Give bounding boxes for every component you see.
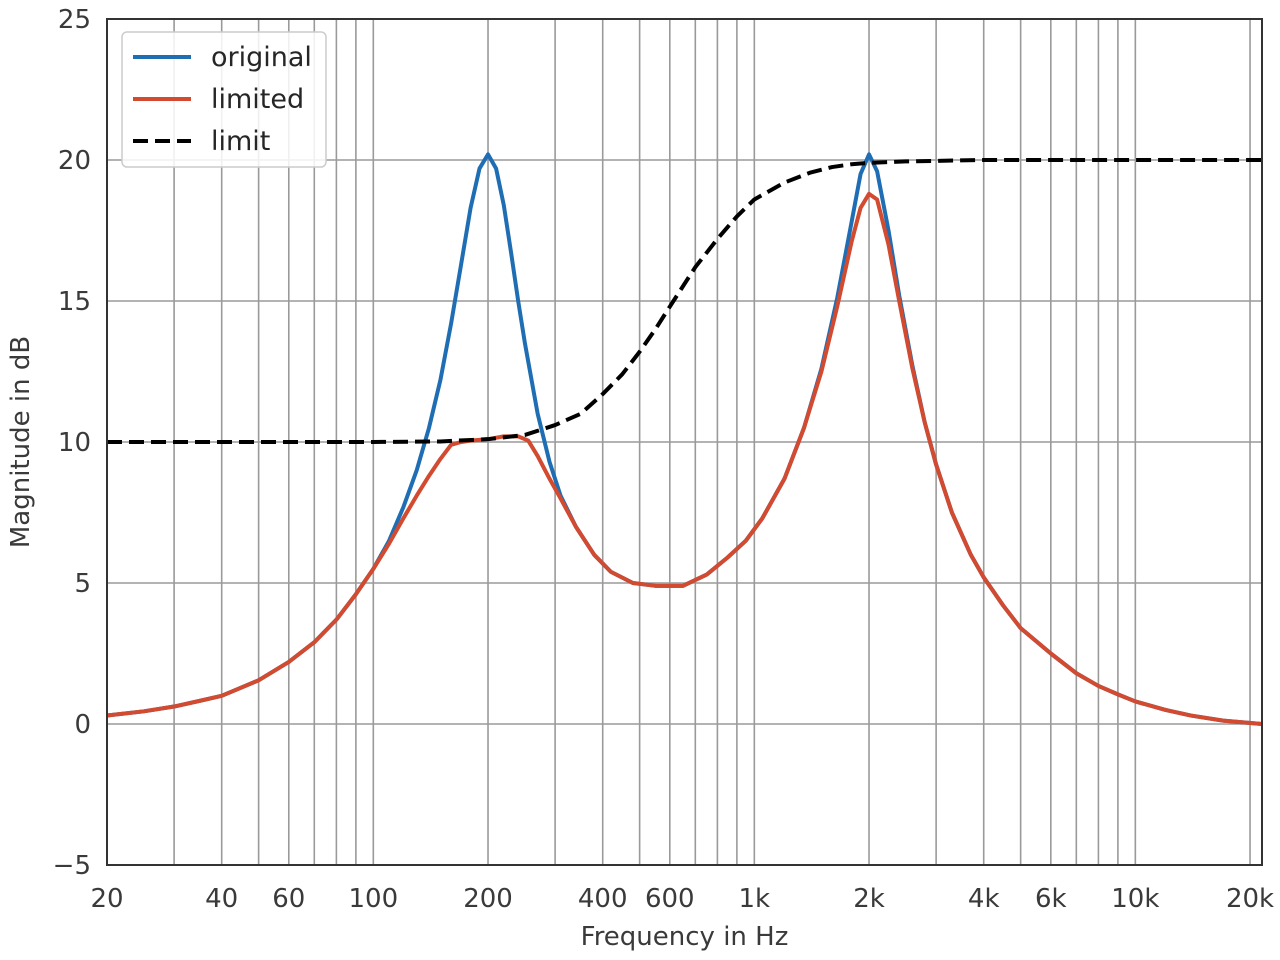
- legend: original limited limit: [121, 31, 327, 168]
- legend-label-limited: limited: [211, 84, 304, 115]
- x-tick-label: 400: [578, 884, 628, 914]
- y-tick-label: 10: [58, 428, 91, 458]
- x-tick-label: 10k: [1111, 884, 1159, 914]
- x-tick-label: 60: [272, 884, 305, 914]
- x-tick-label: 1k: [739, 884, 771, 914]
- y-tick-label: 20: [58, 146, 91, 176]
- x-tick-label: 4k: [968, 884, 1000, 914]
- x-tick-label: 600: [645, 884, 695, 914]
- legend-label-original: original: [211, 42, 312, 73]
- series-line-original: [106, 152, 1263, 726]
- grid: [107, 19, 1262, 865]
- x-tick-label: 6k: [1035, 884, 1067, 914]
- x-tick-label: 20: [90, 884, 123, 914]
- y-tick-labels: −5 0 5 10 15 20 25: [53, 5, 91, 881]
- series-line-limit: [107, 158, 1262, 444]
- y-tick-label: 0: [74, 710, 91, 740]
- y-axis-label: Magnitude in dB: [6, 336, 36, 548]
- y-tick-label: 25: [58, 5, 91, 35]
- y-tick-label: −5: [53, 851, 91, 881]
- x-axis-label: Frequency in Hz: [581, 922, 789, 952]
- x-tick-labels: 20 40 60 100 200 400 600 1k 2k 4k 6k 10k 20k: [90, 884, 1274, 914]
- x-tick-label: 40: [205, 884, 238, 914]
- x-tick-label: 2k: [853, 884, 885, 914]
- y-tick-label: 5: [74, 569, 91, 599]
- x-tick-label: 100: [348, 884, 398, 914]
- x-tick-label: 20k: [1226, 884, 1274, 914]
- x-tick-label: 200: [463, 884, 513, 914]
- legend-box: [121, 31, 327, 168]
- y-tick-label: 15: [58, 287, 91, 317]
- legend-label-limit: limit: [211, 126, 270, 157]
- series-layer: [106, 152, 1263, 726]
- plot-frame: [106, 18, 1263, 866]
- series-line-limited: [106, 191, 1263, 726]
